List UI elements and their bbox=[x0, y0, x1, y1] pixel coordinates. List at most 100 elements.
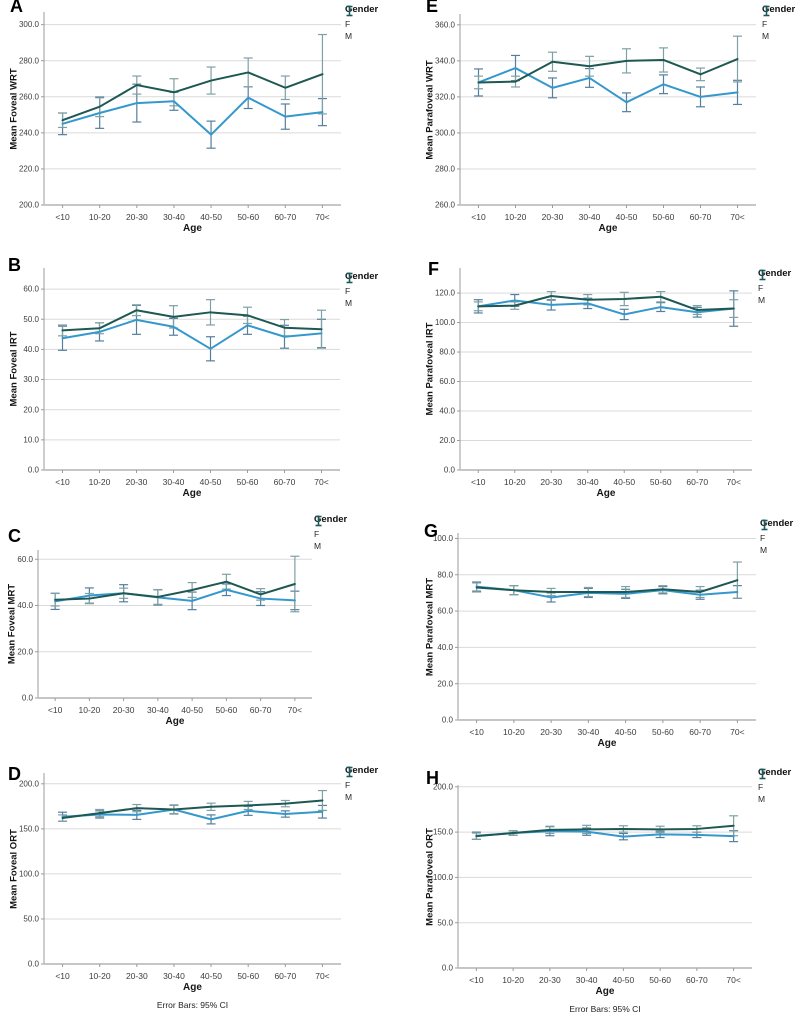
svg-text:60.0: 60.0 bbox=[23, 285, 39, 294]
svg-text:0.0: 0.0 bbox=[28, 466, 40, 475]
svg-text:20-30: 20-30 bbox=[113, 705, 135, 715]
y-tick-labels: 0.0 50.0 100.0 150.0 200.0 bbox=[19, 779, 44, 969]
legend-title: Gender bbox=[314, 514, 348, 525]
axes bbox=[43, 773, 341, 965]
legend-item-F: F bbox=[760, 519, 793, 543]
panel-letter: E bbox=[426, 0, 439, 16]
legend-item-F: F bbox=[758, 269, 791, 293]
y-tick-labels: 0.0 50.0 100.0 150.0 200.0 bbox=[433, 782, 458, 973]
legend-title: Gender bbox=[758, 268, 792, 279]
svg-text:20-30: 20-30 bbox=[540, 477, 562, 487]
svg-text:50-60: 50-60 bbox=[652, 727, 674, 737]
x-axis-label: Age bbox=[182, 488, 202, 499]
svg-text:60-70: 60-70 bbox=[250, 705, 272, 715]
legend-item-M: M bbox=[762, 5, 795, 41]
svg-text:40.0: 40.0 bbox=[437, 643, 453, 652]
svg-text:<10: <10 bbox=[55, 212, 70, 222]
y-tick-labels: 0.0 20.0 40.0 60.0 80.0 100.0 bbox=[433, 534, 458, 725]
series-line-F bbox=[61, 808, 324, 821]
svg-text:80.0: 80.0 bbox=[437, 570, 453, 579]
svg-text:<10: <10 bbox=[55, 477, 70, 487]
legend-item-F: F bbox=[762, 5, 795, 29]
legend-item-M: M bbox=[345, 272, 378, 308]
legend-item-label: F bbox=[345, 18, 351, 29]
svg-text:360.0: 360.0 bbox=[435, 20, 456, 29]
x-axis-label: Age bbox=[597, 738, 617, 749]
legend-item-M: M bbox=[345, 766, 378, 802]
gridlines bbox=[458, 786, 752, 924]
y-tick-labels: 200.0 220.0 240.0 260.0 280.0 300.0 bbox=[19, 20, 44, 210]
svg-text:30.0: 30.0 bbox=[23, 375, 39, 384]
svg-text:<10: <10 bbox=[469, 975, 484, 985]
svg-text:50.0: 50.0 bbox=[437, 918, 453, 927]
y-axis-label: Mean Foveal MRT bbox=[6, 583, 18, 665]
svg-text:10-20: 10-20 bbox=[503, 727, 525, 737]
series-line-M bbox=[477, 295, 735, 312]
error-bar-marker-icon bbox=[759, 269, 766, 281]
legend-item-label: M bbox=[345, 791, 353, 802]
axes bbox=[43, 12, 341, 206]
error-bars-note: Error Bars: 95% CI bbox=[569, 1004, 641, 1014]
svg-text:260.0: 260.0 bbox=[435, 201, 456, 210]
x-tick-labels: <10 10-20 20-30 30-40 40-50 50-60 60-70 70< bbox=[471, 205, 745, 222]
legend-item-label: M bbox=[345, 297, 353, 308]
svg-text:20-30: 20-30 bbox=[126, 971, 148, 981]
error-bar-marker-icon bbox=[346, 272, 353, 284]
axes bbox=[459, 14, 756, 206]
y-axis-label: Mean Parafoveal WRT bbox=[424, 59, 436, 160]
legend-item-label: M bbox=[314, 540, 322, 551]
legend-item-label: F bbox=[760, 532, 766, 543]
svg-text:100.0: 100.0 bbox=[435, 318, 456, 327]
svg-text:70<: 70< bbox=[315, 212, 329, 222]
svg-text:10-20: 10-20 bbox=[89, 971, 111, 981]
legend-item-label: F bbox=[345, 285, 351, 296]
series-line-M bbox=[61, 309, 323, 332]
axes bbox=[457, 533, 756, 721]
error-bar-marker-icon bbox=[763, 5, 770, 17]
panel-letter: H bbox=[426, 768, 439, 788]
svg-text:<10: <10 bbox=[471, 212, 486, 222]
svg-text:30-40: 30-40 bbox=[147, 705, 169, 715]
error-bar-marker-icon bbox=[761, 519, 768, 531]
panel-H: 0.0 50.0 100.0 150.0 200.0 <10 10-20 20-30 30-40… bbox=[400, 755, 800, 1018]
gridlines bbox=[38, 558, 312, 653]
svg-text:340.0: 340.0 bbox=[435, 56, 456, 65]
svg-text:40.0: 40.0 bbox=[23, 345, 39, 354]
svg-text:60-70: 60-70 bbox=[686, 477, 708, 487]
legend-item-label: M bbox=[758, 793, 766, 804]
x-tick-labels: <10 10-20 20-30 30-40 40-50 50-60 60-70 70< bbox=[55, 470, 329, 487]
gridlines bbox=[44, 24, 341, 170]
svg-text:30-40: 30-40 bbox=[577, 477, 599, 487]
plot-area: 0.0 50.0 100.0 150.0 200.0 <10 10-20 20-30 30-40… bbox=[433, 782, 752, 985]
series-line-M bbox=[54, 580, 296, 601]
svg-text:100.0: 100.0 bbox=[433, 534, 454, 543]
plot-area: 0.0 10.0 20.0 30.0 40.0 50.0 60.0 <10 10-20 20-30… bbox=[23, 268, 340, 487]
svg-text:20-30: 20-30 bbox=[126, 212, 148, 222]
legend-item-label: F bbox=[314, 528, 320, 539]
svg-text:20.0: 20.0 bbox=[23, 405, 39, 414]
svg-text:40-50: 40-50 bbox=[613, 975, 635, 985]
y-axis-label: Mean Parafoveal ORT bbox=[424, 827, 436, 926]
svg-text:50.0: 50.0 bbox=[23, 315, 39, 324]
error-bar-marker-icon bbox=[315, 515, 322, 527]
x-tick-labels: <10 10-20 20-30 30-40 40-50 50-60 60-70 70< bbox=[55, 964, 330, 981]
svg-text:200.0: 200.0 bbox=[19, 201, 40, 210]
y-axis-label: Mean Parafoveal MRT bbox=[424, 577, 436, 676]
y-axis-label: Mean Parafoveal IRT bbox=[424, 322, 436, 416]
plot-area: 260.0 280.0 300.0 320.0 340.0 360.0 <10 10-20 20… bbox=[435, 14, 756, 222]
legend-item-F: F bbox=[314, 515, 347, 539]
svg-text:10-20: 10-20 bbox=[504, 477, 526, 487]
svg-text:20.0: 20.0 bbox=[437, 679, 453, 688]
svg-text:100.0: 100.0 bbox=[433, 873, 454, 882]
svg-text:10-20: 10-20 bbox=[89, 477, 111, 487]
svg-text:10-20: 10-20 bbox=[505, 212, 527, 222]
legend-title: Gender bbox=[345, 4, 379, 15]
svg-text:60.0: 60.0 bbox=[17, 555, 33, 564]
